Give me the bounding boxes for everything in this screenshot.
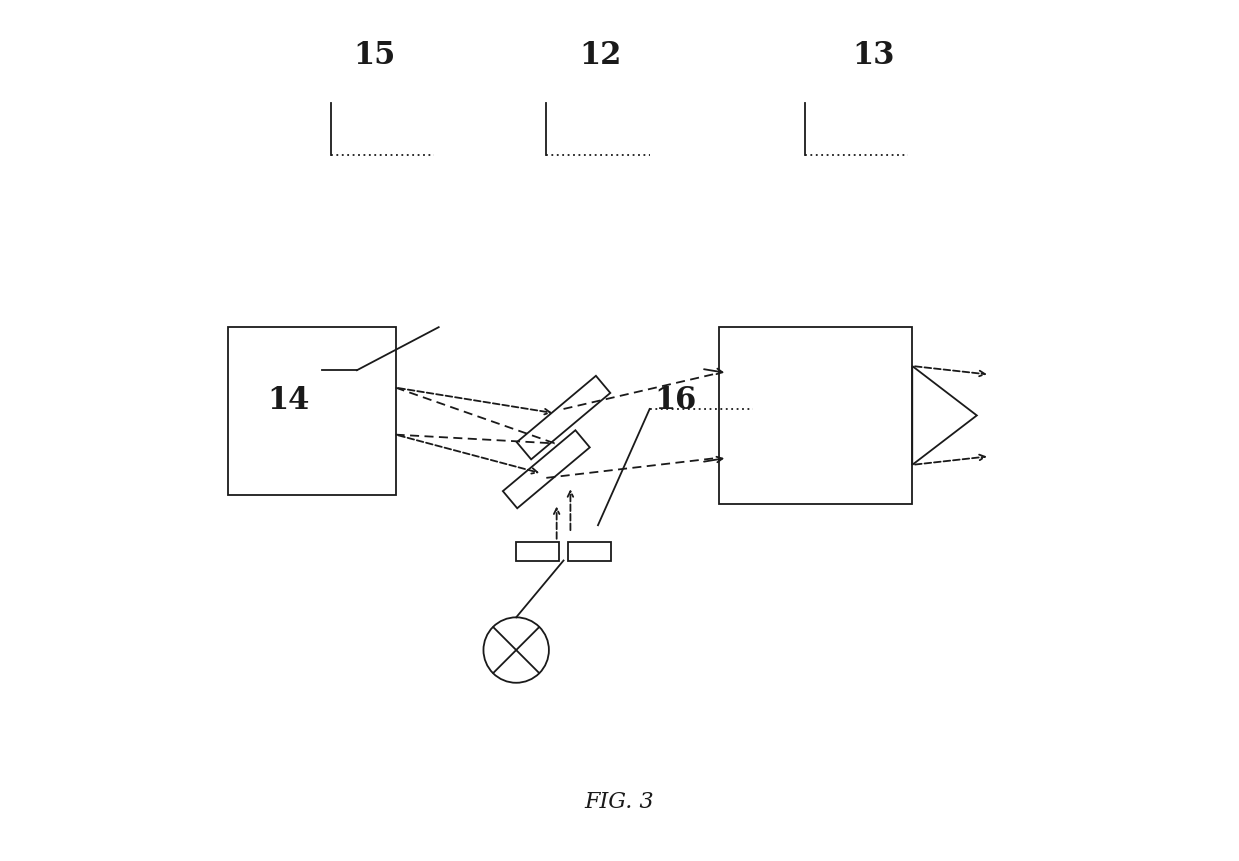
Text: 13: 13 bbox=[852, 40, 895, 71]
Text: FIG. 3: FIG. 3 bbox=[585, 791, 654, 814]
Bar bbox=[719, 327, 912, 504]
Polygon shape bbox=[912, 366, 976, 465]
Bar bbox=[228, 327, 395, 495]
Text: 15: 15 bbox=[353, 40, 395, 71]
Text: 16: 16 bbox=[654, 385, 696, 416]
Bar bbox=[517, 542, 559, 561]
Bar bbox=[567, 542, 611, 561]
Polygon shape bbox=[503, 430, 590, 508]
Circle shape bbox=[483, 617, 549, 683]
Polygon shape bbox=[517, 375, 611, 460]
Text: 14: 14 bbox=[266, 385, 310, 416]
Text: 12: 12 bbox=[580, 40, 622, 71]
